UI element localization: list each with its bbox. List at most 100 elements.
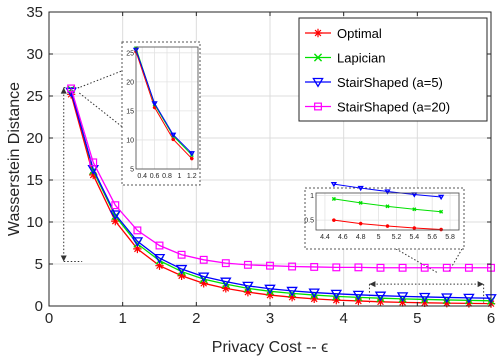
series-layer [65,84,497,308]
data-point [190,156,194,161]
data-point [332,263,341,272]
data-point [396,292,409,303]
zoom-arrow [60,255,67,262]
data-point [358,221,363,226]
data-point [385,204,390,209]
data-point [310,294,319,304]
legend-label: StairShaped (a=5) [337,75,443,90]
data-point [354,263,363,272]
data-point [332,218,336,222]
inset-axes-box [135,46,199,170]
data-point [109,210,122,221]
insets: 0.4 0.6 0.8 1 1.2 5 10 15 20 25 4.4 4.6 4.8 5 5.2 5.4 5.… [121,41,465,250]
x-tick-label: 4 [339,310,347,327]
inset-x-tick-label: 1.2 [187,173,197,180]
inset-series-line [333,183,442,198]
x-tick-label: 6 [487,310,495,327]
inset-x-tick-label: 5.4 [409,234,419,241]
x-tick-label: 1 [118,310,126,327]
axes: 0 1 2 3 4 5 6 0 5 10 15 20 25 30 35 [26,4,495,327]
inset-series [330,181,445,201]
data-point [188,151,195,157]
data-point [313,53,323,62]
data-point [288,262,297,271]
legend-item: Optimal [305,26,382,41]
x-tick-label: 3 [266,310,274,327]
inset-series-line [135,49,193,154]
data-point [131,237,144,247]
data-point [152,105,157,110]
data-point [438,194,445,201]
y-tick-label: 35 [26,4,43,21]
inset-x-tick-label: 5.8 [445,234,455,241]
y-tick-label: 30 [26,46,43,63]
legend-label: StairShaped (a=20) [337,100,450,115]
legend-label: Optimal [337,26,382,41]
data-point [153,254,166,264]
legend-item: StairShaped (a=5) [305,75,443,90]
data-point [420,298,429,308]
data-point [418,292,431,303]
inset-chart: 0.4 0.6 0.8 1 1.2 5 10 15 20 25 [121,41,201,186]
y-tick-label: 0 [35,298,43,315]
data-point [265,290,275,300]
data-point [170,132,177,138]
data-point [464,263,473,272]
zoom-connector [447,248,463,274]
inset-x-tick-label: 5 [377,234,381,241]
data-point [66,90,76,99]
data-point [374,291,387,302]
inset-series [132,47,195,157]
x-tick-label: 0 [45,310,53,327]
x-axis-label: Privacy Cost -- ϵ [212,339,328,356]
data-point [442,263,451,272]
data-point [151,101,158,107]
data-point [155,241,164,250]
legend-item: Lapician [305,51,385,66]
inset-x-tick-label: 0.4 [137,173,147,180]
inset-series [331,196,444,214]
inset-x-tick-label: 5.6 [427,234,437,241]
data-point [314,102,322,111]
data-point [242,281,254,292]
data-point [133,244,142,254]
series-stairshaped-a-5- [65,87,497,304]
data-point [420,263,429,272]
x-tick-label: 2 [192,310,200,327]
data-point [286,286,298,297]
inset-x-tick-label: 5.2 [392,234,402,241]
data-point [357,185,364,192]
data-point [398,263,407,272]
inset-series-line [135,51,193,159]
x-tick-label: 5 [413,310,421,327]
data-point [376,263,385,272]
data-point [412,207,417,212]
inset-series [332,218,443,232]
data-point [310,262,319,271]
inset-x-tick-label: 0.8 [162,173,172,180]
zoom-arrow [477,281,484,288]
zoom-arrow [369,281,376,288]
data-point [220,277,232,288]
y-tick-label: 25 [26,88,43,105]
data-point [384,189,391,195]
data-point [376,297,385,306]
zoom-arrow [60,87,67,94]
data-point [354,296,363,306]
data-point [385,224,390,228]
data-point [412,226,417,230]
legend-item: StairShaped (a=20) [305,100,450,115]
data-point [398,298,407,307]
inset-y-tick-label: 20 [126,79,134,86]
inset-y-tick-label: 0.5 [304,218,314,225]
inset-y-tick-label: 15 [126,108,134,115]
zoom-connector [395,248,439,274]
data-point [175,264,188,275]
inset-frame [304,187,465,250]
inset-x-tick-label: 4.8 [356,234,366,241]
inset-x-tick-label: 0.6 [150,173,160,180]
data-point [439,227,443,232]
inset-y-tick-label: 25 [126,50,134,57]
inset-y-tick-label: 10 [126,137,134,144]
